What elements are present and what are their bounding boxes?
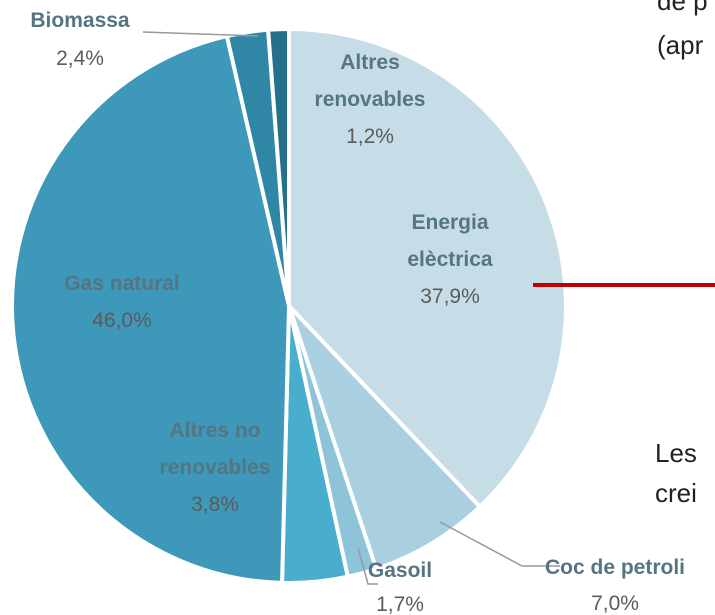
category-label: Energia elèctrica — [407, 211, 493, 271]
value-label: 7,0% — [591, 592, 639, 615]
value-label: 1,2% — [346, 125, 394, 148]
slice-label: Altres renovables 1,2% — [300, 44, 440, 155]
value-label: 1,7% — [376, 593, 424, 615]
leader-line — [357, 547, 378, 585]
pie-slice — [287, 27, 568, 509]
value-label: 37,9% — [420, 285, 480, 308]
side-text: Les — [655, 438, 697, 468]
category-label: Biomassa — [30, 9, 130, 32]
pie-slice — [266, 27, 291, 308]
category-label: Gasoil — [367, 559, 433, 582]
slice-label: Energia elèctrica 37,9% — [385, 204, 515, 315]
slice-label: Altres no renovables 3,8% — [150, 412, 280, 523]
category-label: Coc de petroli — [544, 556, 686, 579]
side-text: de p — [657, 0, 708, 16]
slice-label: Biomassa 2,4% — [10, 2, 150, 78]
pie-slice — [287, 304, 482, 571]
slice-label: Coc de petroli 7,0% — [520, 550, 710, 615]
category-label: Altres no renovables — [159, 419, 271, 479]
side-text: (apr — [657, 30, 704, 60]
value-label: 46,0% — [92, 309, 152, 332]
leader-line — [439, 521, 560, 567]
category-label: Gas natural — [64, 272, 180, 295]
leader-line — [142, 31, 259, 37]
category-label: Altres renovables — [314, 51, 426, 111]
slice-label: Gasoil 1,7% — [355, 554, 445, 615]
side-text: crei — [655, 478, 697, 508]
value-label: 2,4% — [56, 47, 104, 70]
slices — [9, 27, 568, 585]
slice-label: Gas natural 46,0% — [52, 265, 192, 339]
pie-slice — [9, 34, 291, 585]
value-label: 3,8% — [191, 493, 239, 516]
